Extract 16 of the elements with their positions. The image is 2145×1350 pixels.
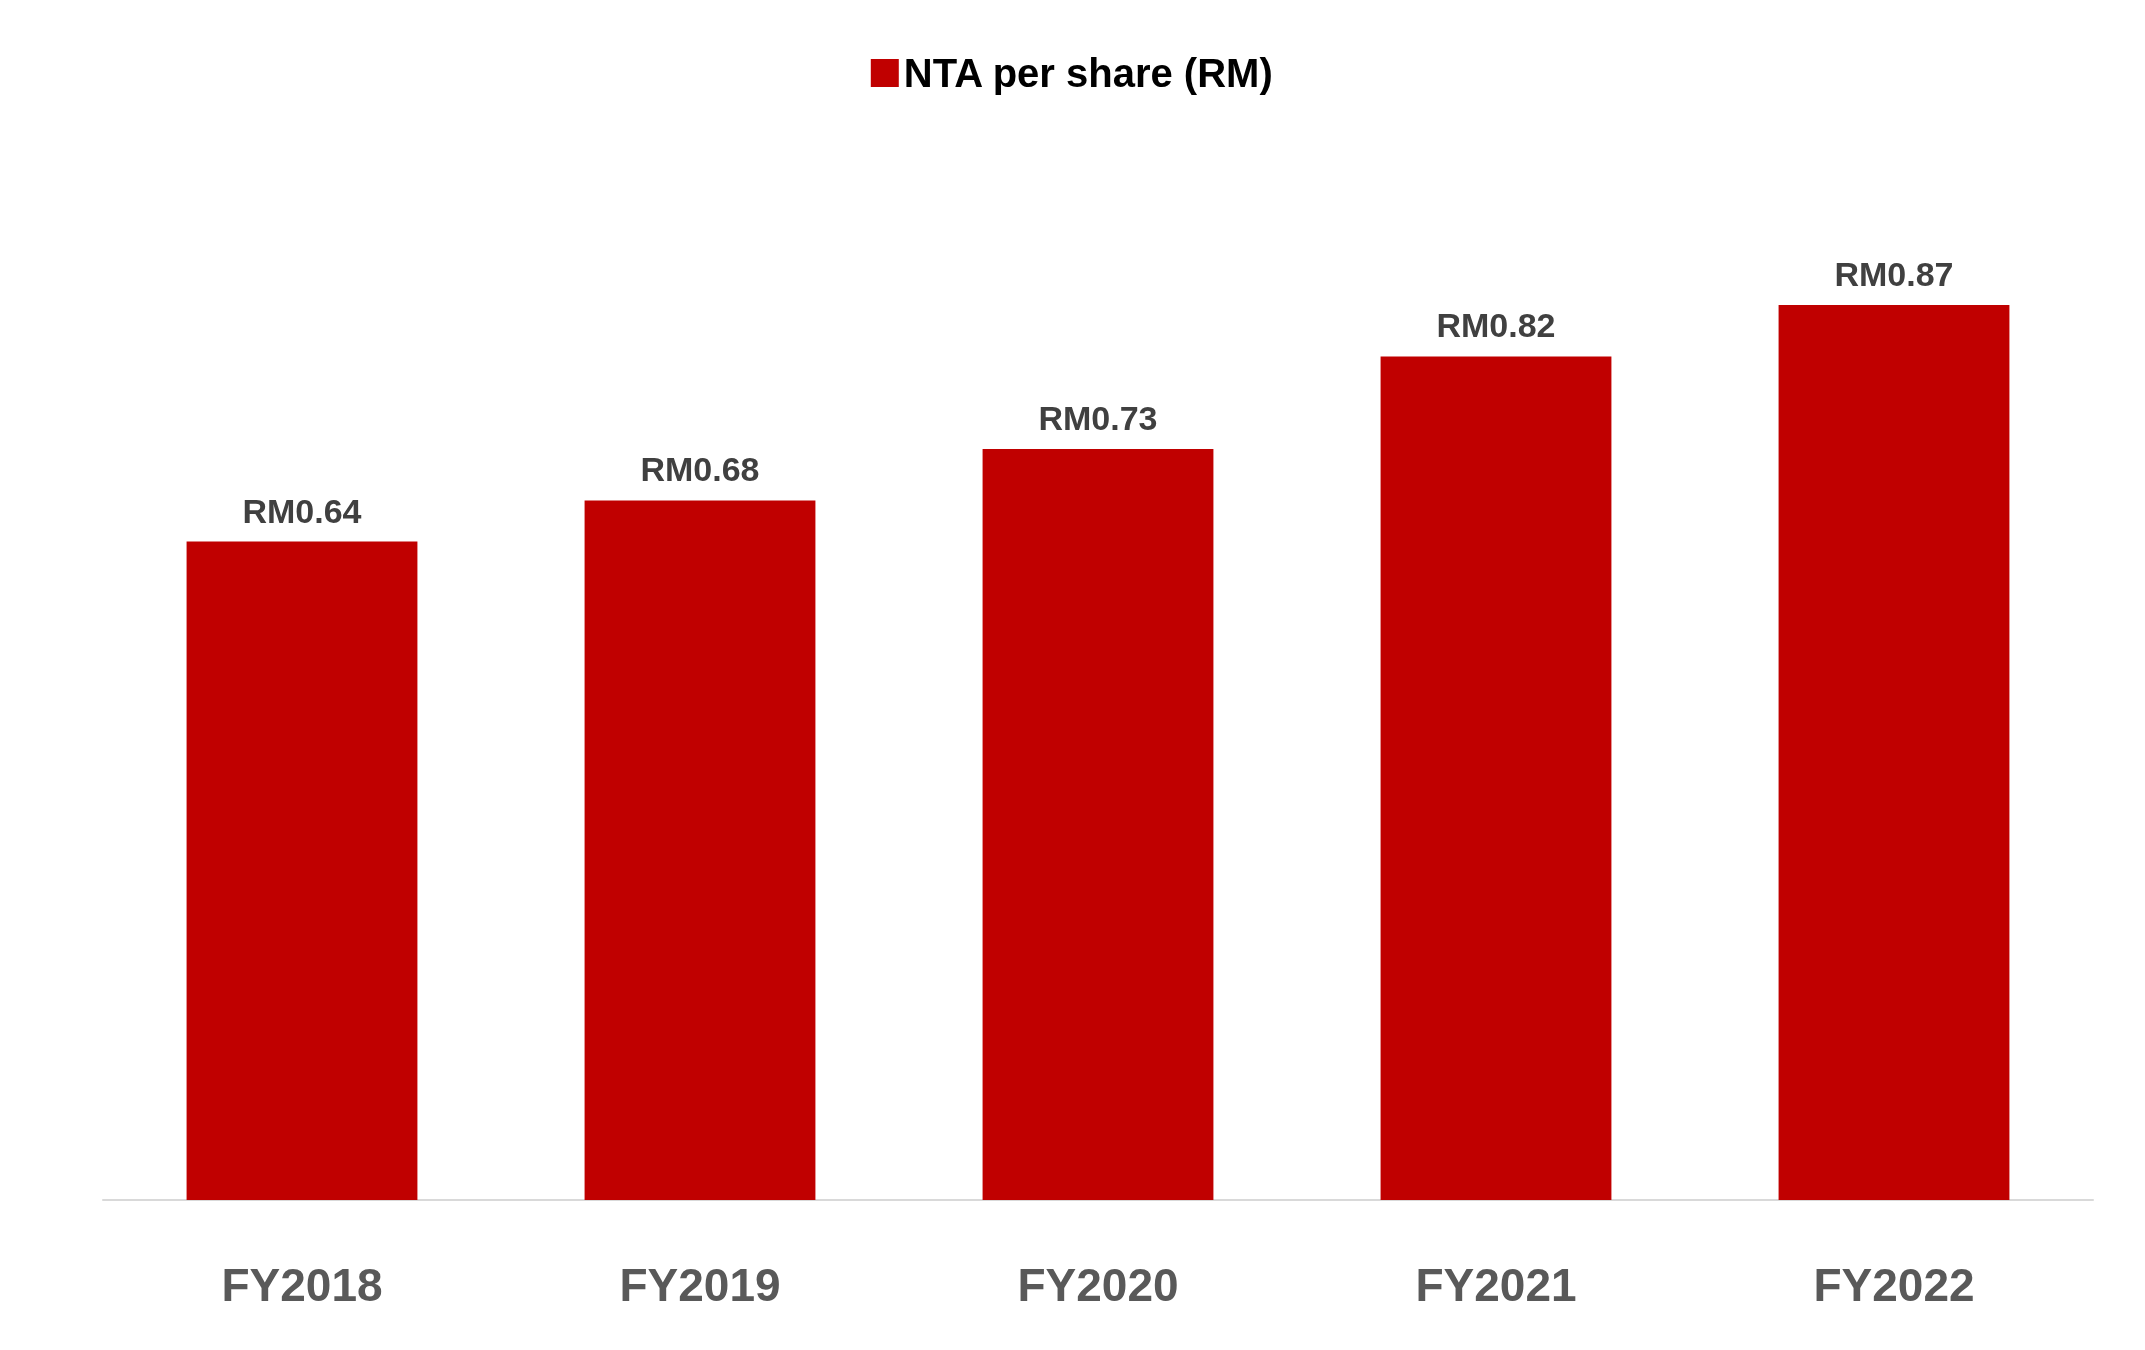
bar [1778, 305, 2010, 1200]
x-tick-label: FY2022 [1813, 1259, 1975, 1311]
data-label: RM0.87 [1834, 255, 1954, 293]
x-tick-label: FY2020 [1017, 1259, 1179, 1311]
data-label: RM0.82 [1436, 306, 1556, 345]
x-tick-label: FY2018 [221, 1259, 383, 1311]
bar [982, 449, 1214, 1200]
x-tick-label: FY2019 [619, 1259, 781, 1311]
data-label: RM0.73 [1038, 399, 1158, 438]
data-label: RM0.68 [640, 450, 760, 489]
bar [1380, 356, 1612, 1200]
legend-label: NTA per share (RM) [903, 51, 1273, 95]
bar [186, 541, 418, 1200]
bar [584, 500, 816, 1200]
data-label: RM0.64 [242, 491, 362, 530]
x-tick-label: FY2021 [1415, 1259, 1577, 1311]
